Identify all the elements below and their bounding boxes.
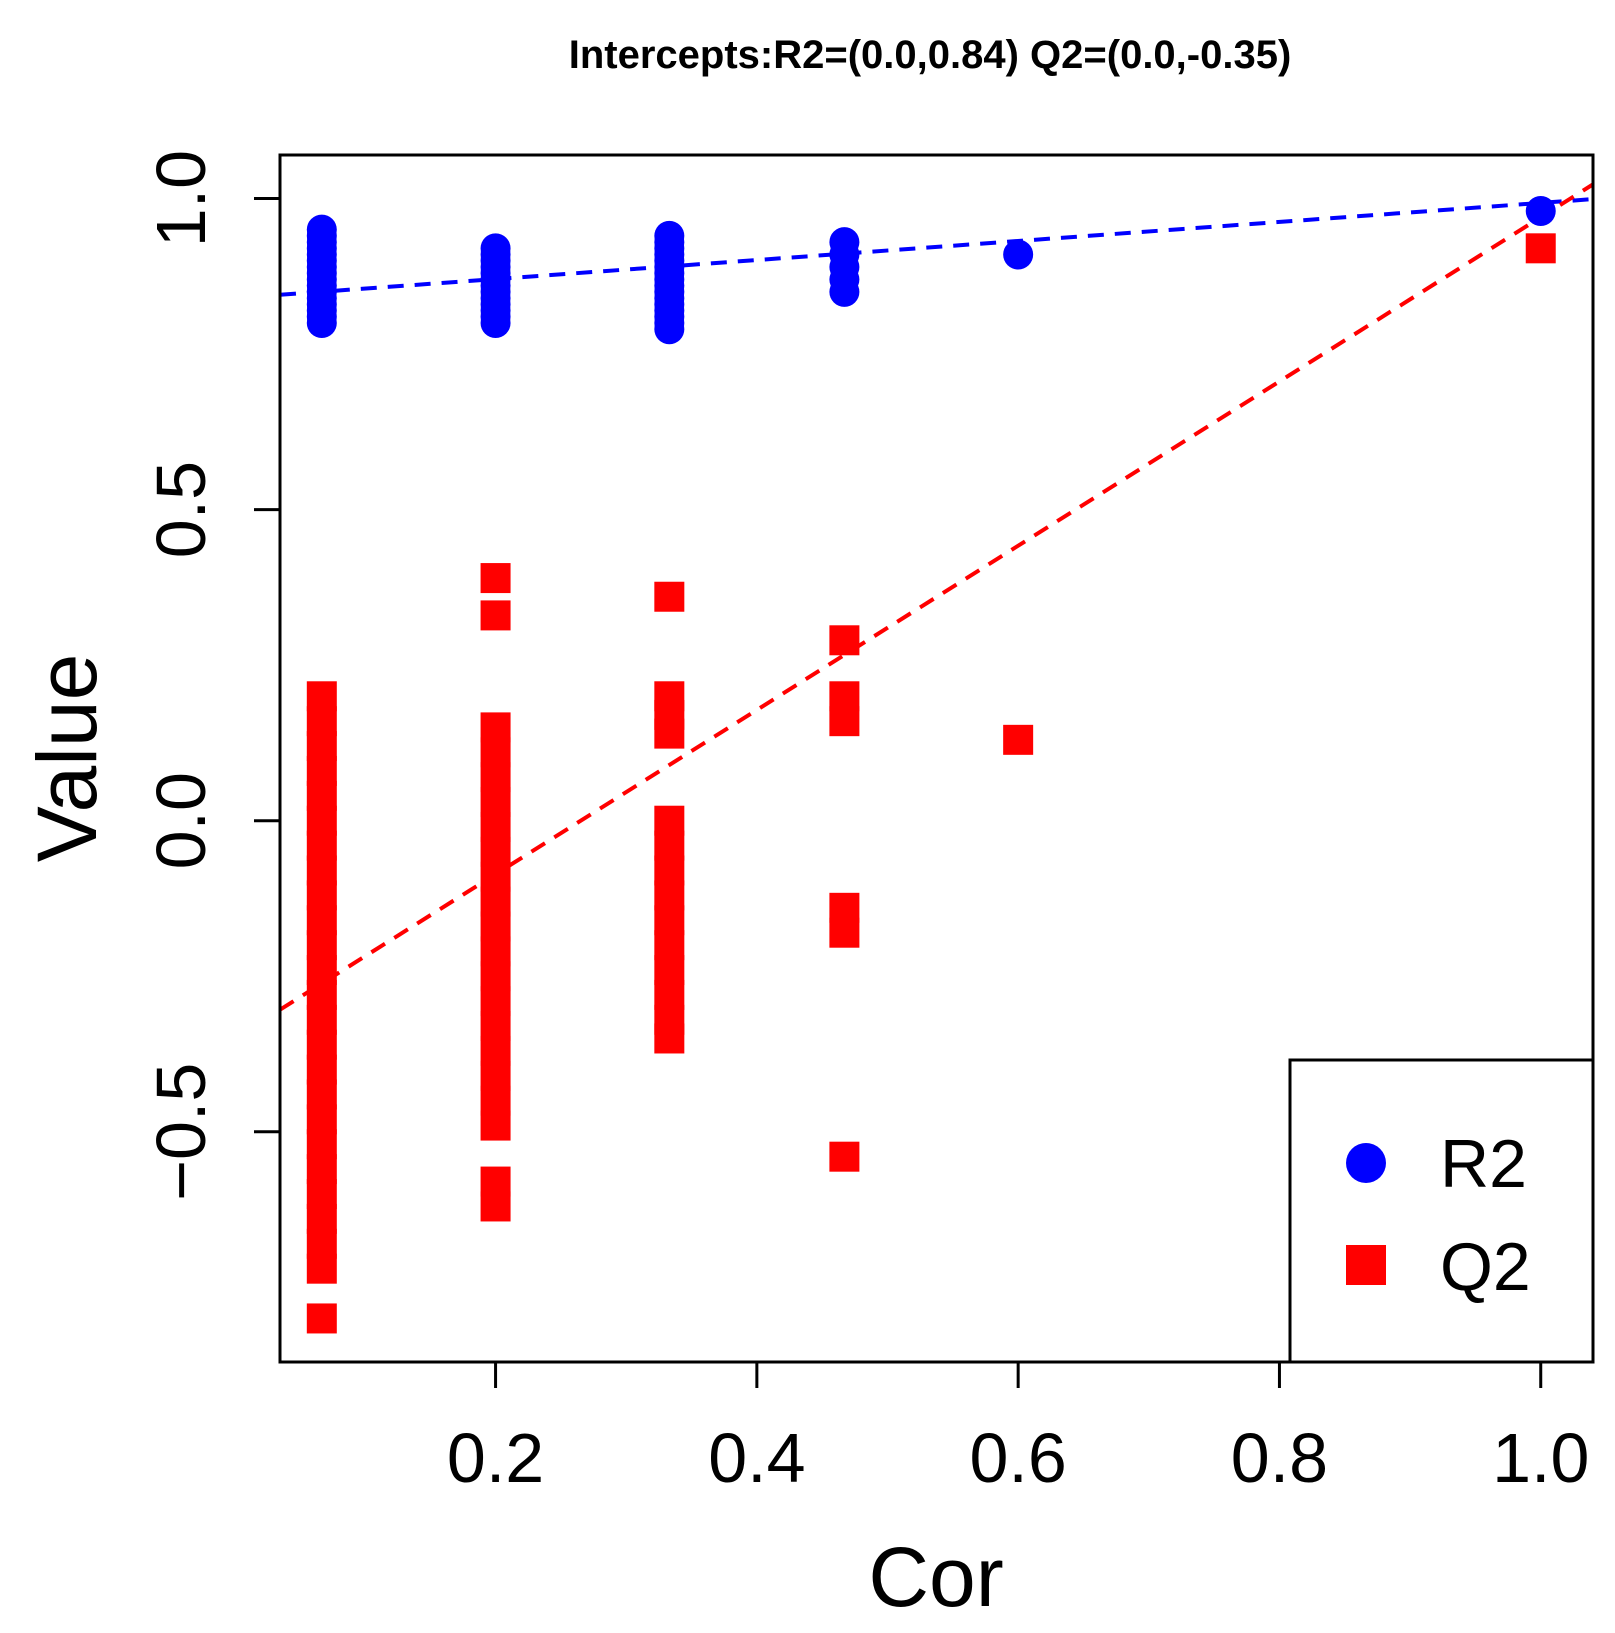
r2-point bbox=[1003, 239, 1034, 270]
q2-point bbox=[654, 718, 685, 749]
x-axis: 0.2 0.4 0.6 0.8 1.0 bbox=[447, 1362, 1589, 1497]
q2-point bbox=[306, 1303, 337, 1334]
r2-point bbox=[306, 214, 337, 245]
x-tick-label: 0.8 bbox=[1231, 1419, 1328, 1497]
q2-point bbox=[829, 625, 860, 656]
q2-point bbox=[306, 1253, 337, 1284]
q2-point bbox=[480, 1191, 511, 1222]
legend-box bbox=[1288, 1058, 1595, 1364]
x-tick-label: 0.2 bbox=[447, 1419, 544, 1497]
q2-point bbox=[1003, 724, 1034, 755]
regression-lines bbox=[280, 182, 1593, 1012]
y-axis: −0.5 0.0 0.5 1.0 bbox=[142, 150, 280, 1201]
x-tick-label: 1.0 bbox=[1492, 1419, 1589, 1497]
r2-point bbox=[829, 227, 860, 258]
q2-regression-line bbox=[280, 182, 1593, 1012]
legend-q2-label: Q2 bbox=[1440, 1229, 1531, 1305]
r2-point bbox=[480, 233, 511, 264]
r2-point bbox=[1525, 195, 1556, 226]
legend-r2-marker bbox=[1346, 1143, 1386, 1183]
y-tick-label: −0.5 bbox=[142, 1063, 220, 1201]
q2-point bbox=[654, 1023, 685, 1054]
q2-point bbox=[829, 917, 860, 948]
q2-point bbox=[480, 1110, 511, 1141]
x-tick-label: 0.4 bbox=[708, 1419, 805, 1497]
r2-regression-line bbox=[280, 197, 1593, 297]
data-points bbox=[306, 195, 1556, 1334]
legend-r2-label: R2 bbox=[1440, 1126, 1527, 1202]
q2-point bbox=[654, 581, 685, 612]
x-axis-title: Cor bbox=[868, 1530, 1003, 1624]
legend: R2 Q2 bbox=[1288, 1058, 1595, 1364]
q2-point bbox=[829, 1141, 860, 1172]
q2-point bbox=[480, 563, 511, 594]
y-tick-label: 0.0 bbox=[142, 772, 220, 869]
q2-point bbox=[480, 600, 511, 631]
plot-frame bbox=[278, 153, 1595, 1364]
q2-point bbox=[1525, 233, 1556, 264]
y-axis-title: Value bbox=[20, 654, 114, 863]
chart-title: Intercepts:R2=(0.0,0.84) Q2=(0.0,-0.35) bbox=[569, 33, 1292, 77]
q2-point bbox=[829, 706, 860, 737]
y-tick-label: 0.5 bbox=[142, 461, 220, 558]
y-tick-label: 1.0 bbox=[142, 150, 220, 247]
r2-point bbox=[654, 220, 685, 251]
legend-q2-marker bbox=[1346, 1245, 1386, 1285]
x-tick-label: 0.6 bbox=[969, 1419, 1066, 1497]
